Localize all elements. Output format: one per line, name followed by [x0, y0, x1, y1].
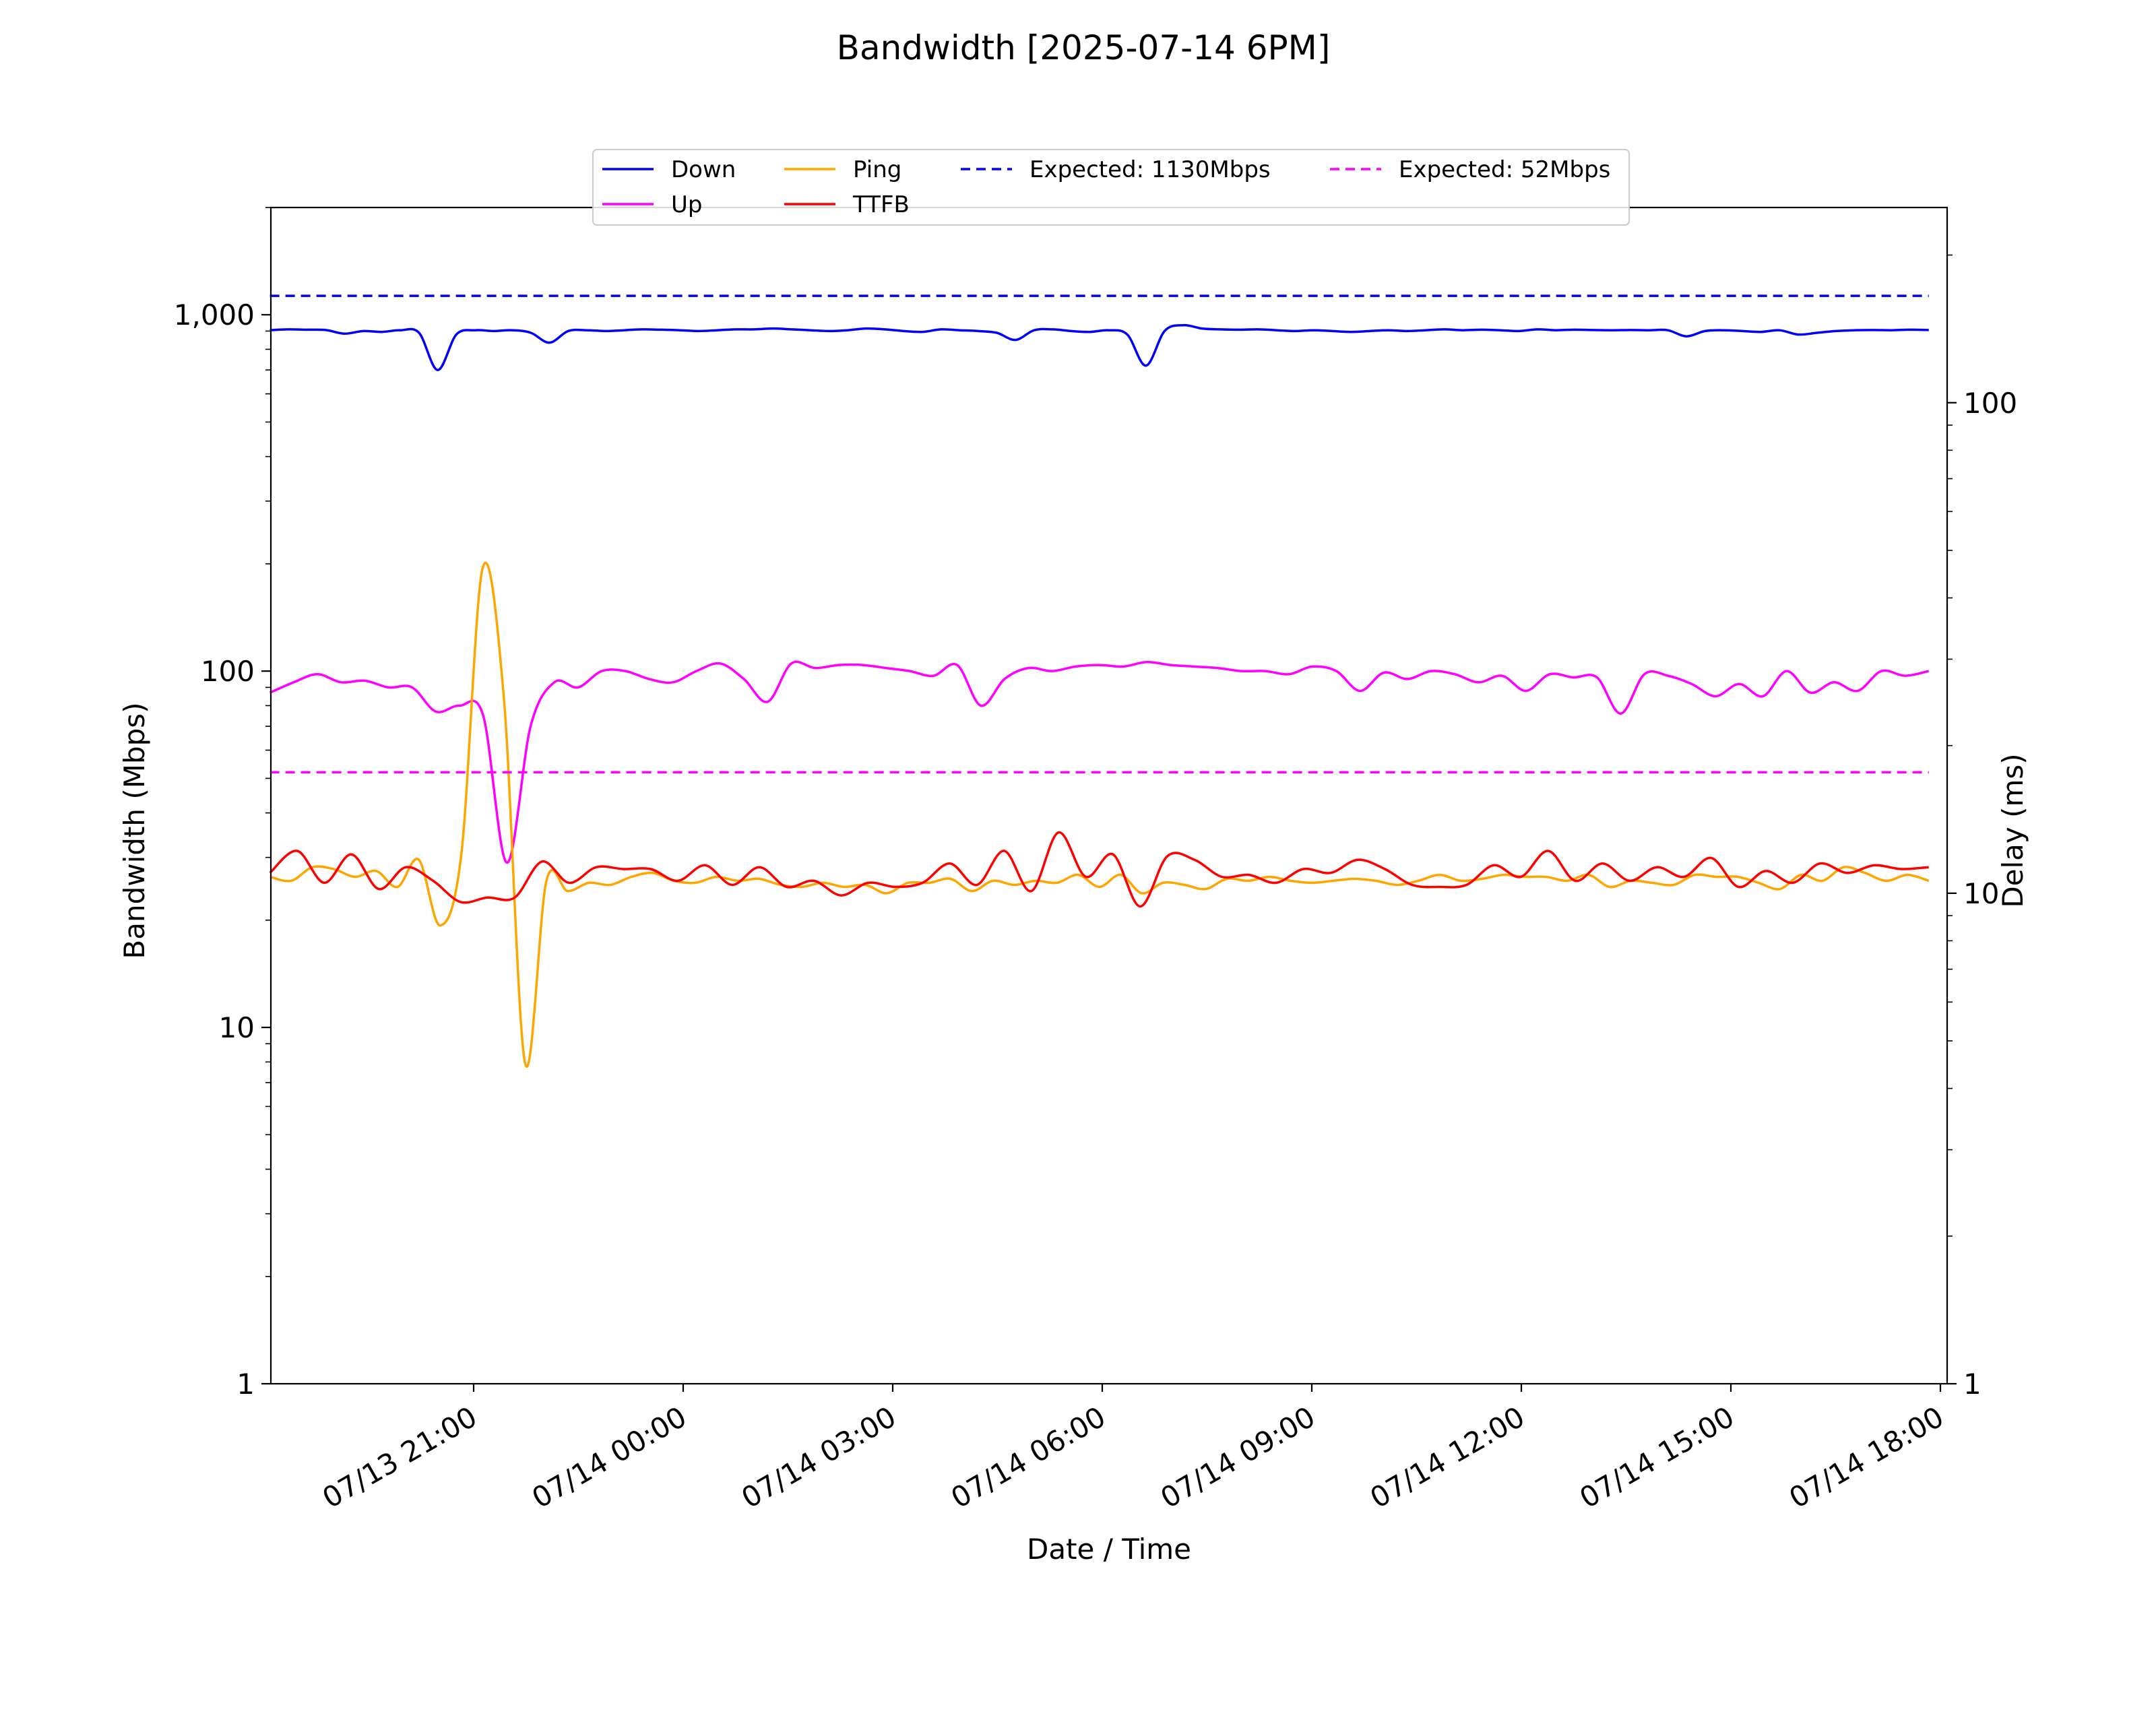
y-tick-label-left: 1,000 [174, 298, 255, 331]
y-tick-label-left: 100 [201, 655, 255, 688]
series-lines [269, 294, 1930, 1068]
legend: Down Up Ping TTFB Expected: 1130Mbps Expected… [592, 149, 1630, 226]
y-tick-label-left: 1 [236, 1368, 255, 1401]
x-tick-label: 07/14 09:00 [1155, 1400, 1321, 1514]
x-tick-label: 07/14 03:00 [736, 1400, 901, 1514]
legend-label-expected-1130mbps: Expected: 1130Mbps [1029, 156, 1271, 183]
y-tick-label-right: 10 [1963, 877, 1999, 910]
y-tick-label-right: 100 [1963, 387, 2017, 420]
series-ttfb [269, 831, 1929, 908]
legend-label-up: Up [671, 191, 702, 218]
legend-label-ttfb: TTFB [852, 191, 910, 218]
y-tick-label-left: 10 [219, 1011, 255, 1044]
x-tick-label: 07/14 15:00 [1574, 1400, 1740, 1514]
plot-frame [270, 206, 1948, 1385]
y-axis-label-left: Bandwidth (Mbps) [118, 702, 151, 959]
chart-title: Bandwidth [2025-07-14 6PM] [837, 28, 1331, 67]
series-down [270, 323, 1929, 371]
legend-label-expected-52mbps: Expected: 52Mbps [1399, 156, 1610, 183]
series-up [269, 660, 1930, 864]
x-tick-label: 07/14 00:00 [526, 1400, 692, 1514]
x-tick-label: 07/14 18:00 [1783, 1400, 1949, 1514]
legend-label-ping: Ping [853, 156, 901, 183]
x-tick-label: 07/14 06:00 [945, 1400, 1111, 1514]
x-tick-label: 07/14 12:00 [1364, 1400, 1530, 1514]
x-axis-label: Date / Time [1027, 1533, 1191, 1566]
y-tick-label-right: 1 [1963, 1368, 1981, 1401]
axes-ticks: 07/13 21:00 07/14 00:00 07/14 03:00 07/14 0… [174, 207, 2017, 1514]
y-axis-label-right: Delay (ms) [1996, 753, 2029, 907]
legend-label-down: Down [671, 156, 736, 183]
x-tick-label: 07/13 21:00 [317, 1400, 482, 1514]
